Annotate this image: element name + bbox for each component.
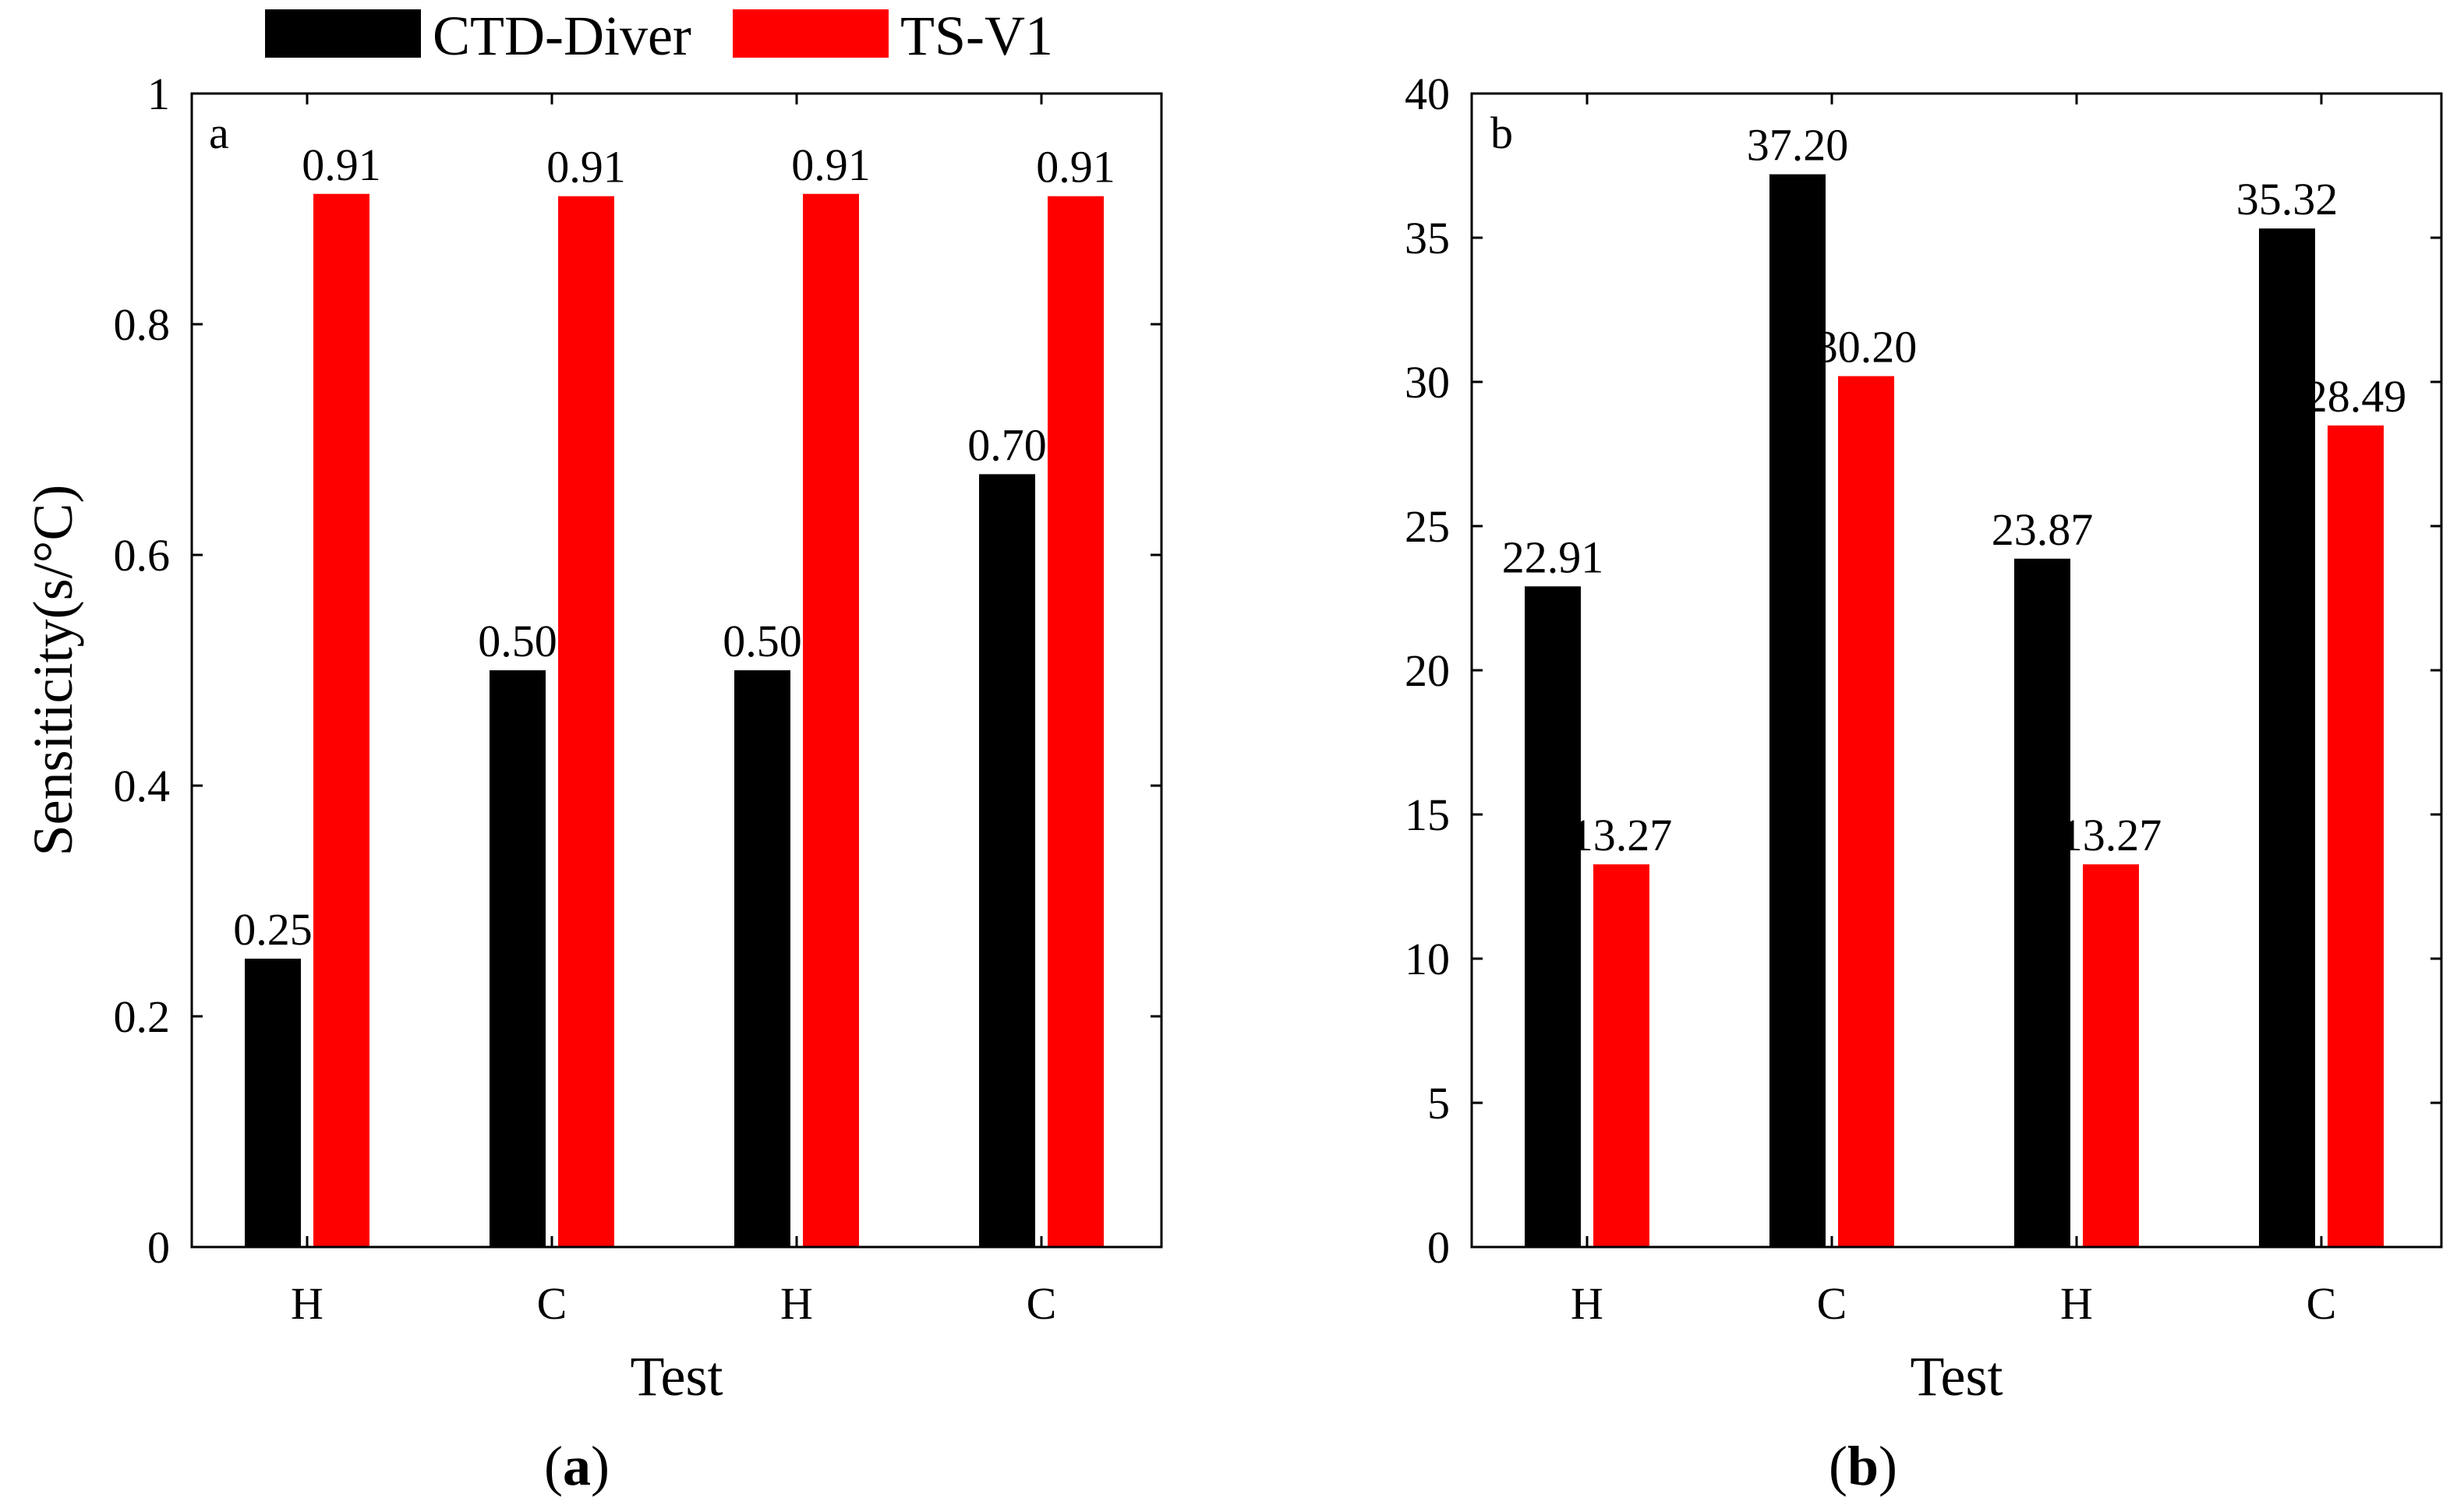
panel-a-y-tick-label-3: 0.6: [114, 530, 171, 581]
legend-label-ctd-diver: CTD-Diver: [433, 5, 691, 67]
panel-b-x-tick-label-3: C: [2307, 1278, 2337, 1329]
panel-b-bar-ctd-diver-3: [2259, 228, 2315, 1247]
panel-b-x-tick-label-2: H: [2060, 1278, 2093, 1329]
panel-b-data-label-ctd-diver-2: 23.87: [1992, 504, 2094, 555]
panel-b-x-tick-label-1: C: [1817, 1278, 1847, 1329]
panel-a-data-label-ctd-diver-2: 0.50: [723, 616, 802, 666]
panel-b-y-tick-label-0: 0: [1427, 1222, 1450, 1273]
panel-a-bar-ts-v1-2: [803, 193, 859, 1247]
panel-b-data-label-ctd-diver-3: 35.32: [2236, 174, 2339, 224]
panel-b-data-label-ts-v1-0: 13.27: [1571, 810, 1673, 860]
panel-a-data-label-ts-v1-0: 0.91: [302, 140, 381, 190]
panel-a-bar-ts-v1-0: [313, 193, 369, 1247]
legend: CTD-Diver TS-V1: [265, 5, 1053, 67]
panel-a-bars: [245, 193, 1104, 1248]
panel-a-data-label-ctd-diver-1: 0.50: [478, 616, 557, 666]
panel-a-tag: a: [209, 108, 229, 158]
panel-a-x-tick-label-1: C: [537, 1278, 567, 1329]
panel-b-bar-ts-v1-2: [2083, 864, 2139, 1247]
panel-b-caption: (b): [1829, 1435, 1897, 1497]
panel-a-data-label-ctd-diver-0: 0.25: [233, 904, 313, 955]
panel-b-bar-ctd-diver-2: [2014, 558, 2070, 1247]
panel-b-x-axis-label: Test: [1911, 1345, 2003, 1408]
panel-a-bar-ts-v1-3: [1048, 196, 1104, 1248]
panel-a-data-label-ts-v1-2: 0.91: [791, 140, 871, 190]
panel-a-caption-letter: a: [563, 1435, 591, 1497]
panel-b-caption-letter: b: [1847, 1435, 1879, 1497]
panel-a-x-tick-label-0: H: [291, 1278, 323, 1329]
panel-a-y-tick-label-1: 0.2: [114, 991, 171, 1042]
panel-a-bar-ts-v1-1: [558, 196, 614, 1248]
panel-b-bar-ctd-diver-0: [1525, 586, 1581, 1247]
panel-b-tag: b: [1490, 108, 1513, 158]
panel-b-bar-ts-v1-0: [1593, 864, 1649, 1247]
panel-b-data-label-ctd-diver-1: 37.20: [1747, 120, 1849, 171]
panel-b-caption-close: ): [1879, 1435, 1897, 1497]
panel-a-y-tick-label-5: 1: [147, 69, 170, 119]
panel-b-data-label-ctd-diver-0: 22.91: [1502, 532, 1604, 582]
panel-b-y-tick-label-8: 40: [1405, 69, 1450, 119]
panel-a-caption-close: ): [591, 1435, 610, 1497]
panel-a-x-tick-label-2: H: [780, 1278, 813, 1329]
panel-b-y-tick-label-7: 35: [1405, 213, 1450, 263]
panel-b-y-tick-label-6: 30: [1405, 357, 1450, 408]
panel-a-axes-frame: [190, 92, 1163, 1249]
panel-a-y-ticks: 0 0.2 0.4 0.6 0.8 1: [114, 69, 1161, 1273]
panel-b-data-labels: 22.91 13.27 37.20 30.20 23.87 13.27 35.32 28.49: [1502, 120, 2407, 860]
panel-a-y-tick-label-0: 0: [147, 1222, 170, 1273]
panel-b-x-tick-label-0: H: [1571, 1278, 1603, 1329]
panel-b-data-label-ts-v1-2: 13.27: [2060, 810, 2162, 860]
panel-b-y-tick-label-1: 5: [1427, 1078, 1450, 1129]
panel-b-bar-ctd-diver-1: [1769, 174, 1826, 1248]
panel-a-bar-ctd-diver-2: [734, 670, 790, 1247]
panel-b-data-label-ts-v1-3: 28.49: [2305, 371, 2407, 422]
panel-a-bar-ctd-diver-1: [490, 670, 546, 1247]
panel-b-y-tick-label-5: 25: [1405, 501, 1450, 552]
panel-b-y-tick-label-2: 10: [1405, 934, 1450, 984]
panel-a-y-axis-label: Sensiticity(s/°C): [22, 485, 84, 857]
legend-swatch-ctd-diver: [265, 9, 421, 58]
panel-b-y-tick-label-3: 15: [1405, 790, 1450, 840]
panel-a-y-tick-label-4: 0.8: [114, 299, 171, 350]
panel-b-bars: [1525, 174, 2384, 1248]
panel-a-y-tick-label-2: 0.4: [114, 761, 171, 811]
panel-b-bar-ts-v1-1: [1838, 376, 1894, 1248]
panel-a-bar-ctd-diver-3: [979, 474, 1035, 1247]
panel-b-caption-open: (: [1829, 1435, 1847, 1497]
panel-a-caption: (a): [544, 1435, 610, 1497]
panel-a-x-tick-label-3: C: [1027, 1278, 1057, 1329]
panel-a-x-axis-label: Test: [631, 1345, 723, 1408]
panel-a-data-labels: 0.25 0.91 0.50 0.91 0.50 0.91 0.70 0.91: [233, 140, 1115, 955]
panel-b-y-tick-label-4: 20: [1405, 645, 1450, 696]
panel-b-bar-ts-v1-3: [2328, 425, 2384, 1247]
legend-label-ts-v1: TS-V1: [900, 5, 1053, 67]
panel-a-bar-ctd-diver-0: [245, 959, 301, 1247]
panel-b-y-ticks: 0 5 10 15 20 25 30 35 40: [1405, 69, 2441, 1273]
panel-a-data-label-ctd-diver-3: 0.70: [967, 419, 1047, 470]
panel-a: 0.25 0.91 0.50 0.91 0.50 0.91 0.70 0.91 0 0.2 0.4…: [22, 69, 1163, 1497]
panel-a-caption-open: (: [544, 1435, 563, 1497]
panel-b-data-label-ts-v1-1: 30.20: [1815, 322, 1918, 373]
panel-b: 22.91 13.27 37.20 30.20 23.87 13.27 35.32 28.49…: [1405, 69, 2443, 1497]
legend-swatch-ts-v1: [733, 9, 889, 58]
panel-a-data-label-ts-v1-3: 0.91: [1036, 142, 1115, 193]
panel-a-data-label-ts-v1-1: 0.91: [546, 142, 626, 193]
